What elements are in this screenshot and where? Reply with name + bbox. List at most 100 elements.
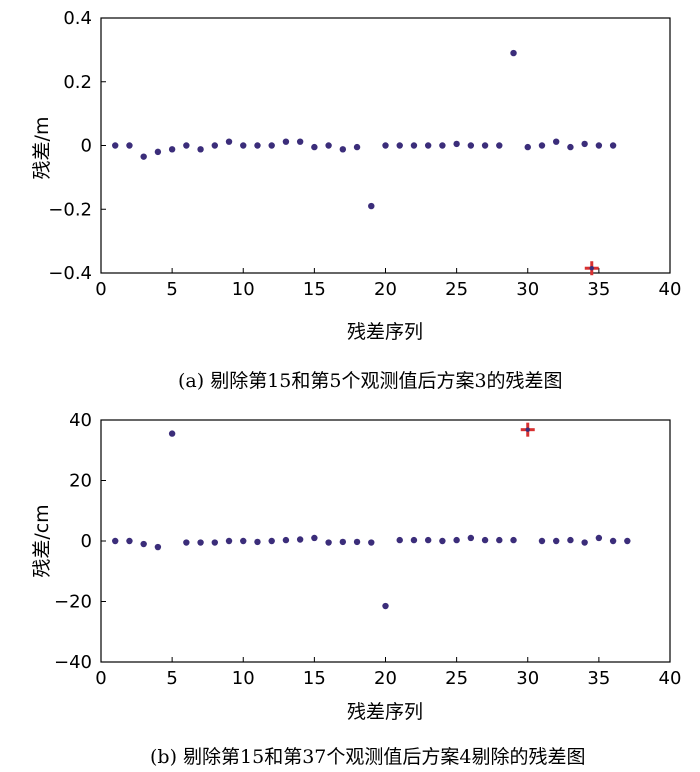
chart-b-data-point [424,536,432,544]
chart-b-data-point [112,537,119,545]
chart-b-highlight-marker [520,422,535,437]
chart-a-data-point [396,142,403,149]
chart-b-data-point [353,538,361,546]
chart-b-x-tick-label: 30 [516,668,539,689]
chart-b-data-point [311,534,318,542]
chart-a-data-point [168,146,176,153]
chart-a-x-tick-label: 40 [659,279,682,300]
chart-b-y-axis-label: 残差/cm [31,504,53,577]
chart-a-data-point [126,142,133,149]
chart-a-x-tick-label: 20 [374,279,397,300]
chart-b-data-point [368,539,375,546]
chart-b-data-point [453,536,460,544]
chart-a-data-point [197,146,204,153]
chart-b-data-point [325,539,332,546]
chart-b-data-point [240,537,247,545]
chart-b-data-point [126,537,133,545]
chart-a-data-point [368,202,375,210]
chart-a-data-point [225,138,233,145]
chart-a-data-point [339,146,347,153]
chart-a-data-point [382,142,389,149]
chart-a-data-point [581,140,588,148]
chart-a-y-tick-label: 0 [81,136,92,157]
caption-b: (b) 剔除第15和第37个观测值后方案4剔除的残差图 [150,746,586,768]
chart-a-data-point [538,142,546,149]
chart-a-data-point [567,143,574,151]
chart-a-data-point [211,142,218,149]
chart-a-y-tick-label: 0.2 [63,72,92,93]
chart-b-data-point [154,543,162,551]
chart-a-x-tick-label: 0 [95,279,106,300]
chart-a-data-point [481,142,489,149]
chart-b-x-axis-label: 残差序列 [347,701,423,723]
chart-a-data-point [254,142,261,149]
chart-b-y-tick-label: 20 [69,471,92,492]
chart-b-data-point [296,536,304,543]
chart-b-data-point [282,536,290,544]
chart-b-data-point [254,538,261,546]
chart-a-data-point [240,142,247,149]
chart-a-points [112,49,617,276]
chart-b-data-point [624,537,631,545]
chart-a-data-point [524,143,531,151]
chart-b-y-tick-label: −40 [54,652,92,673]
chart-a-x-tick-label: 5 [166,279,177,300]
chart-a-y-tick-label: 0.4 [63,8,92,29]
chart-b-data-point [382,602,389,610]
chart-b-data-point [197,539,204,546]
chart-b-data-point [211,539,218,546]
chart-b-data-point [510,536,517,544]
chart-a-x-tick-label: 30 [516,279,539,300]
chart-b-x-tick-label: 40 [659,668,682,689]
chart-a-data-point [282,138,290,145]
chart-a-highlight-marker [584,261,599,276]
chart-b-data-point [496,536,503,544]
chart-a-data-point [311,143,318,151]
chart-a-data-point [183,142,190,149]
chart-b-data-point [396,536,403,544]
chart-b-x-tick-label: 20 [374,668,397,689]
chart-a: 0 5 10 15 20 25 30 35 40 −0.4 −0.2 0 0.2 0.4 残差序列 残差… [31,8,681,343]
chart-b-y-tick-label: −20 [54,592,92,613]
chart-b-data-point [567,536,574,544]
chart-a-data-point [296,138,304,145]
chart-b-data-point [481,536,489,544]
chart-a-data-point [410,142,418,149]
chart-b-data-point [140,540,147,548]
chart-a-y-tick-label: −0.2 [48,199,92,220]
chart-a-data-point [510,49,517,57]
chart-b-data-point [183,539,190,546]
chart-b-data-point [609,537,617,545]
chart-a-data-point [595,142,603,149]
chart-a-x-tick-label: 15 [303,279,326,300]
chart-a-data-point [467,142,475,149]
chart-a-x-tick-label: 25 [445,279,468,300]
chart-a-data-point [325,142,332,149]
chart-b-data-point [168,430,176,437]
chart-b-data-point [339,538,347,546]
chart-a-data-point [353,143,361,151]
chart-b-x-tick-label: 0 [95,668,106,689]
chart-a-x-ticks: 0 5 10 15 20 25 30 35 40 [95,268,681,300]
chart-b-x-tick-label: 25 [445,668,468,689]
chart-b-x-tick-label: 5 [166,668,177,689]
chart-a-data-point [140,153,147,160]
chart-a-data-point [453,140,460,148]
chart-a-y-tick-label: −0.4 [48,263,92,284]
chart-b-x-tick-label: 35 [587,668,610,689]
chart-a-data-point [496,142,503,149]
chart-a-data-point [609,142,617,149]
chart-a-y-axis-label: 残差/m [31,117,53,180]
chart-b-x-tick-label: 15 [303,668,326,689]
chart-a-data-point [112,142,119,149]
chart-b-data-point [268,537,275,545]
chart-a-data-point [553,138,560,145]
chart-b-points [112,422,631,610]
chart-b-y-ticks: −40 −20 0 20 40 [54,410,106,673]
chart-a-data-point [424,142,432,149]
chart-b-y-tick-label: 40 [69,410,92,431]
chart-b-data-point [581,539,588,546]
chart-b-data-point [410,536,418,544]
chart-b-data-point [538,537,546,545]
